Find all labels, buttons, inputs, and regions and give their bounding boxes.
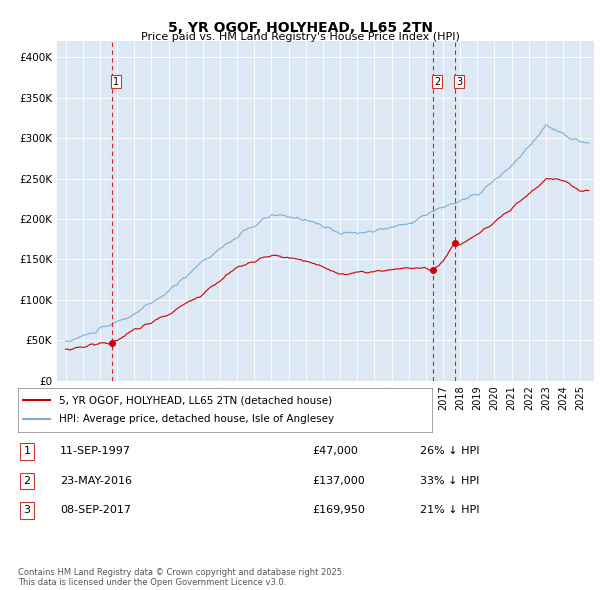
- Text: £47,000: £47,000: [312, 447, 358, 456]
- Text: Contains HM Land Registry data © Crown copyright and database right 2025.
This d: Contains HM Land Registry data © Crown c…: [18, 568, 344, 587]
- Text: Price paid vs. HM Land Registry's House Price Index (HPI): Price paid vs. HM Land Registry's House …: [140, 32, 460, 42]
- Text: 2: 2: [23, 476, 31, 486]
- Text: HPI: Average price, detached house, Isle of Anglesey: HPI: Average price, detached house, Isle…: [59, 415, 335, 424]
- Text: 1: 1: [113, 77, 119, 87]
- Text: 23-MAY-2016: 23-MAY-2016: [60, 476, 132, 486]
- Text: 26% ↓ HPI: 26% ↓ HPI: [420, 447, 479, 456]
- Text: £169,950: £169,950: [312, 506, 365, 515]
- Text: 5, YR OGOF, HOLYHEAD, LL65 2TN: 5, YR OGOF, HOLYHEAD, LL65 2TN: [167, 21, 433, 35]
- Text: 11-SEP-1997: 11-SEP-1997: [60, 447, 131, 456]
- Text: 5, YR OGOF, HOLYHEAD, LL65 2TN (detached house): 5, YR OGOF, HOLYHEAD, LL65 2TN (detached…: [59, 395, 332, 405]
- Text: 3: 3: [456, 77, 463, 87]
- Text: 21% ↓ HPI: 21% ↓ HPI: [420, 506, 479, 515]
- Text: 3: 3: [23, 506, 31, 515]
- Text: 33% ↓ HPI: 33% ↓ HPI: [420, 476, 479, 486]
- Text: 08-SEP-2017: 08-SEP-2017: [60, 506, 131, 515]
- Text: 2: 2: [434, 77, 440, 87]
- Text: £137,000: £137,000: [312, 476, 365, 486]
- Text: 1: 1: [23, 447, 31, 456]
